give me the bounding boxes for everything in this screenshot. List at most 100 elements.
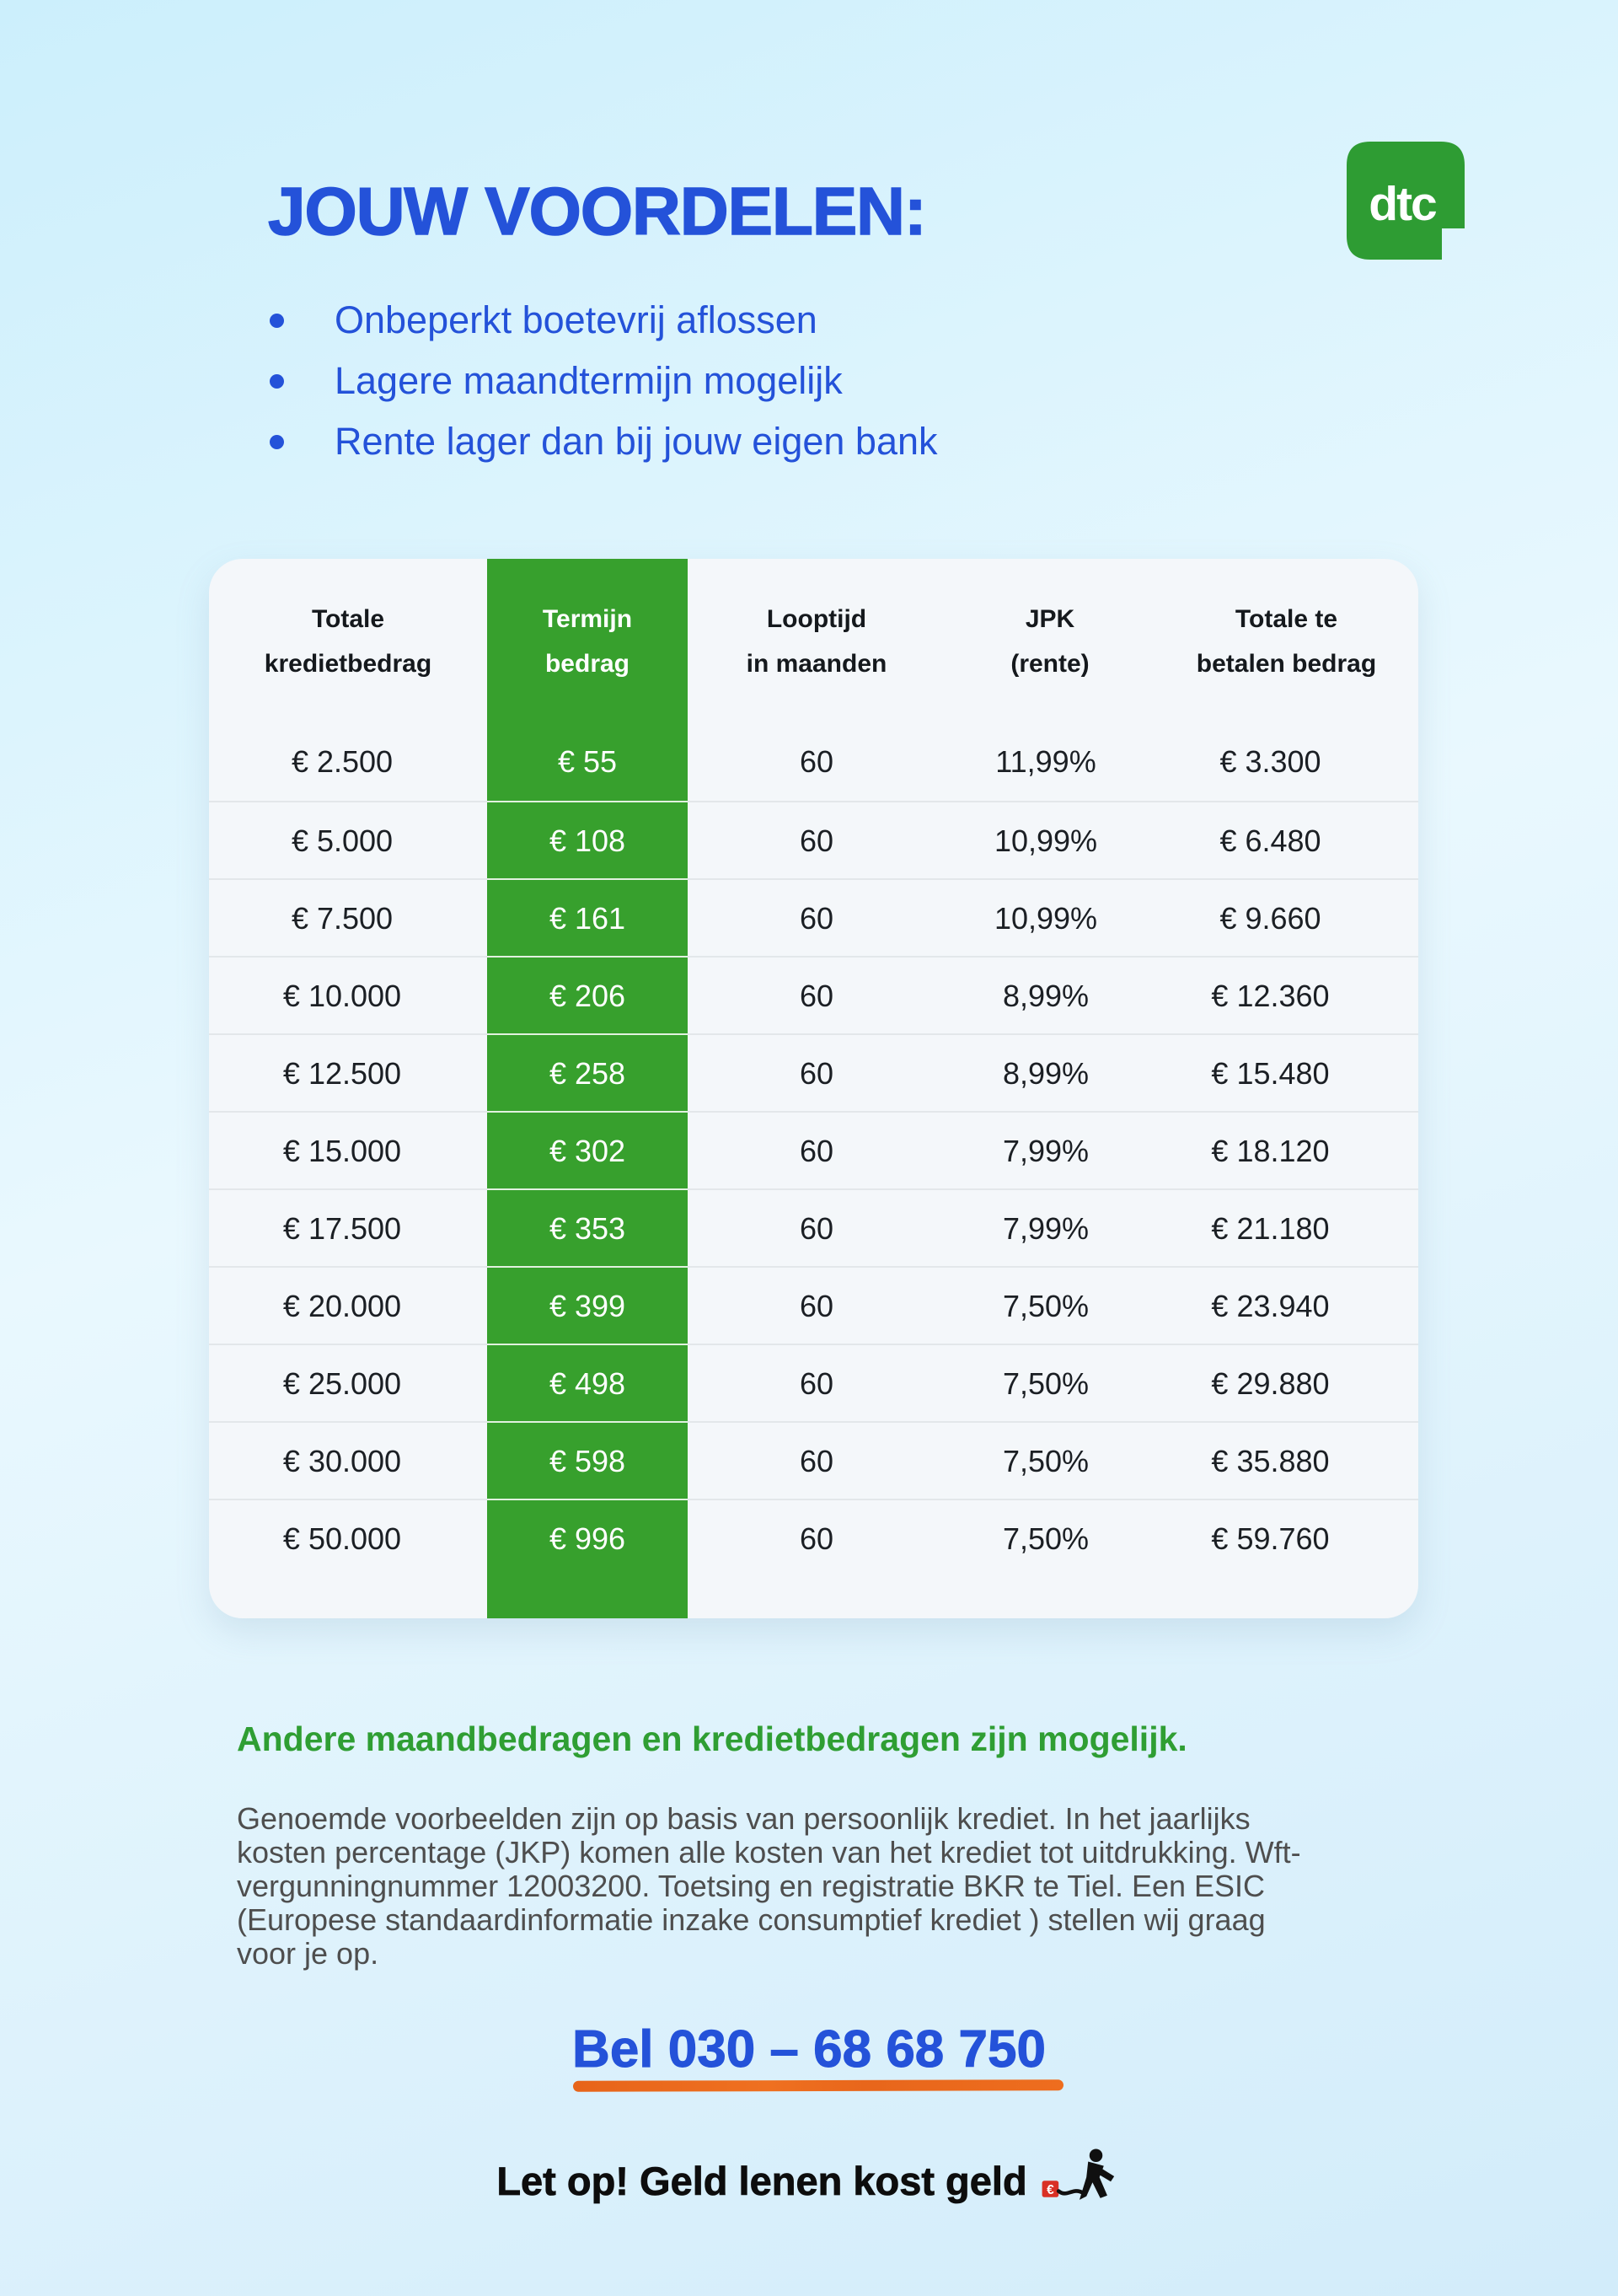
cell-months: 60 [688,878,946,958]
col-header-totale-te-betalen: Totale te betalen bedrag [1155,559,1418,723]
dtc-logo-text: dtc [1369,177,1437,231]
rates-table-card: Totale kredietbedrag Termijn bedrag Loop… [209,559,1418,1618]
cell-jkp: 7,50% [946,1344,1155,1423]
cell-months: 60 [688,801,946,880]
dtc-logo: dtc [1347,142,1465,260]
col-header-looptijd: Looptijd in maanden [688,559,946,723]
cell-credit: € 15.000 [209,1111,487,1190]
cell-term: € 598 [487,1421,688,1500]
cell-credit: € 10.000 [209,956,487,1035]
cell-credit: € 25.000 [209,1344,487,1423]
col-header-line: (rente) [1010,649,1090,678]
cell-jkp: 7,50% [946,1499,1155,1578]
cell-total: € 3.300 [1219,744,1321,779]
bullet-dot [270,434,284,449]
cell-jkp: 7,50% [946,1421,1155,1500]
cell-total: € 59.760 [1155,1499,1418,1578]
cell-jkp: 11,99% [995,744,1096,779]
cell-jkp: 7,99% [946,1188,1155,1268]
cell-term: € 302 [487,1111,688,1190]
cell-months: 60 [688,1344,946,1423]
table-row: € 50.000 € 996 60 7,50% € 59.760 [209,1499,1418,1576]
col-header-jpk: JPK (rente) [946,559,1155,723]
col-header-line: Totale te [1235,604,1338,633]
table-row: € 25.000 € 498 60 7,50% € 29.880 [209,1344,1418,1421]
cell-jkp: 7,50% [946,1266,1155,1345]
cell-term: € 498 [487,1344,688,1423]
cell-total: € 6.480 [1155,801,1418,880]
table-row: € 12.500 € 258 60 8,99% € 15.480 [209,1033,1418,1111]
table-row: € 5.000 € 108 60 10,99% € 6.480 [209,801,1418,878]
cell-term: € 55 [557,744,618,779]
cell-jkp: 10,99% [946,801,1155,880]
table-row: € 20.000 € 399 60 7,50% € 23.940 [209,1266,1418,1344]
cell-months: 60 [688,1266,946,1345]
cell-total: € 35.880 [1155,1421,1418,1500]
table-row: € 17.500 € 353 60 7,99% € 21.180 [209,1188,1418,1266]
cell-months: 60 [688,1111,946,1190]
table-header-row: Totale kredietbedrag Termijn bedrag Loop… [209,559,1418,723]
col-header-line: Termijn [542,604,633,633]
cell-term: € 258 [487,1033,688,1113]
cell-credit: € 7.500 [209,878,487,958]
table-row: € 7.500 € 161 60 10,99% € 9.660 [209,878,1418,956]
other-amounts-heading: Andere maandbedragen en kredietbedragen … [237,1719,1187,1758]
col-header-line: kredietbedrag [264,649,432,678]
page-title: JOUW VOORDELEN: [267,173,927,249]
cell-total: € 12.360 [1155,956,1418,1035]
credit-warning: Let op! Geld lenen kost geld € [0,2148,1618,2204]
cell-total: € 29.880 [1155,1344,1418,1423]
benefit-text: Lagere maandtermijn mogelijk [335,359,843,402]
table-row: € 15.000 € 302 60 7,99% € 18.120 [209,1111,1418,1188]
benefit-item: Rente lager dan bij jouw eigen bank [270,411,938,472]
cell-term: € 206 [487,956,688,1035]
cell-total: € 18.120 [1155,1111,1418,1190]
col-header-totale-kredietbedrag: Totale kredietbedrag [209,559,487,723]
cell-credit: € 5.000 [209,801,487,880]
cell-months: 60 [688,1033,946,1113]
cell-jkp: 7,99% [946,1111,1155,1190]
credit-warning-text: Let op! Geld lenen kost geld [496,2159,1027,2204]
cell-months: 60 [799,744,834,779]
cell-term: € 161 [487,878,688,958]
cell-credit: € 50.000 [209,1499,487,1578]
cell-months: 60 [688,1421,946,1500]
cell-total: € 21.180 [1155,1188,1418,1268]
benefit-text: Rente lager dan bij jouw eigen bank [335,420,938,463]
benefits-list: Onbeperkt boetevrij aflossen Lagere maan… [270,290,938,472]
benefit-item: Lagere maandtermijn mogelijk [270,351,938,411]
cell-jkp: 10,99% [946,878,1155,958]
table-row: € 2.500 € 55 60 11,99% € 3.300 [209,723,1418,801]
col-header-line: betalen bedrag [1196,649,1377,678]
cell-credit: € 2.500 [291,744,394,779]
cell-credit: € 12.500 [209,1033,487,1113]
col-header-line: Looptijd [766,604,867,633]
col-header-line: bedrag [544,649,630,678]
cell-credit: € 30.000 [209,1421,487,1500]
table-row: € 30.000 € 598 60 7,50% € 35.880 [209,1421,1418,1499]
cell-term: € 108 [487,801,688,880]
cell-term: € 996 [487,1499,688,1578]
disclaimer-text: Genoemde voorbeelden zijn op basis van p… [237,1801,1301,1971]
geld-lenen-kost-geld-icon: € [1042,2148,1114,2200]
cell-total: € 9.660 [1155,878,1418,958]
cell-months: 60 [688,956,946,1035]
dtc-logo-shape: dtc [1347,142,1465,260]
benefit-text: Onbeperkt boetevrij aflossen [335,298,817,341]
euro-mark: € [1047,2183,1054,2197]
col-header-termijn-bedrag: Termijn bedrag [487,559,688,723]
highlight-column-background [487,559,688,1618]
cell-total: € 15.480 [1155,1033,1418,1113]
cell-months: 60 [688,1499,946,1578]
cell-jkp: 8,99% [946,956,1155,1035]
phone-underline-stroke [572,2079,1064,2092]
cell-term: € 399 [487,1266,688,1345]
col-header-line: Totale [311,604,385,633]
cell-credit: € 20.000 [209,1266,487,1345]
bullet-dot [270,373,284,389]
table-row: € 10.000 € 206 60 8,99% € 12.360 [209,956,1418,1033]
bullet-dot [270,313,284,328]
cell-credit: € 17.500 [209,1188,487,1268]
cell-months: 60 [688,1188,946,1268]
